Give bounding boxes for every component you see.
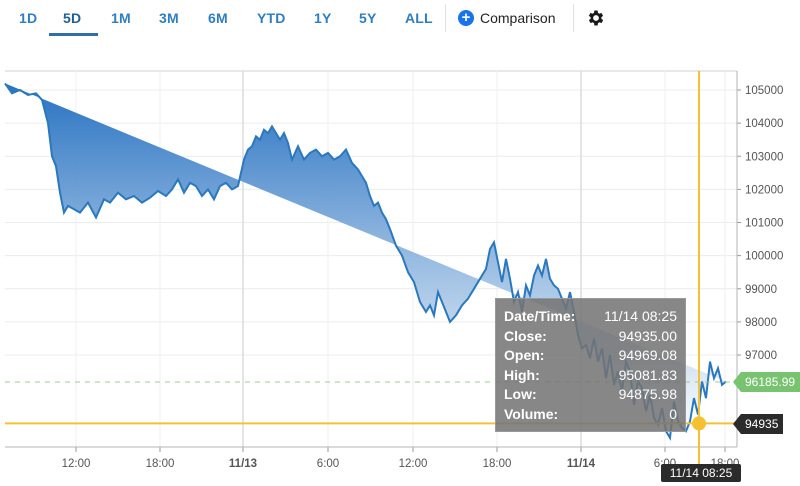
- settings-button[interactable]: [586, 8, 606, 28]
- tooltip-value: 94875.98: [618, 386, 677, 402]
- x-tick-label: 11/14: [567, 458, 596, 470]
- comparison-button[interactable]: + Comparison: [458, 6, 555, 30]
- x-tick-label: 12:00: [399, 458, 428, 470]
- price-area: [5, 83, 726, 438]
- y-tick-label: 102000: [745, 184, 783, 196]
- tooltip-row: High: 95081.83: [504, 366, 677, 386]
- crosshair-time-flag: 11/14 08:25: [661, 464, 741, 482]
- comparison-label: Comparison: [480, 10, 556, 26]
- tooltip-value: 94935.00: [618, 327, 677, 344]
- tooltip-row: Close: 94935.00: [504, 327, 677, 347]
- y-tick-label: 97000: [745, 350, 777, 362]
- toolbar-divider: [573, 4, 574, 32]
- tooltip-label: Open:: [504, 347, 545, 363]
- y-tick-label: 98000: [745, 317, 777, 329]
- range-button-5d[interactable]: 5D: [63, 10, 82, 26]
- range-button-5y[interactable]: 5Y: [359, 10, 377, 26]
- x-tick-label: 12:00: [62, 458, 91, 470]
- x-tick-label: 18:00: [483, 458, 512, 470]
- tooltip-value: 95081.83: [618, 366, 677, 383]
- range-button-all[interactable]: ALL: [405, 10, 433, 26]
- toolbar-divider: [445, 4, 446, 32]
- plus-circle-icon: +: [458, 10, 474, 26]
- active-range-indicator: [49, 33, 98, 36]
- y-tick-label: 100000: [745, 251, 783, 263]
- y-tick-label: 105000: [745, 85, 783, 97]
- last-price-flag: 96185.99: [732, 372, 800, 392]
- range-button-1m[interactable]: 1M: [111, 10, 131, 26]
- tooltip-value: 11/14 08:25: [604, 308, 677, 324]
- y-tick-label: 99000: [745, 284, 777, 296]
- tooltip-label: Close:: [504, 327, 547, 344]
- x-tick-label: 6:00: [317, 458, 339, 470]
- crosshair-marker: [692, 416, 706, 431]
- tooltip-row: Volume: 0: [504, 405, 677, 425]
- range-button-ytd[interactable]: YTD: [257, 10, 286, 26]
- tooltip-label: Volume:: [504, 405, 559, 422]
- y-tick-label: 104000: [745, 118, 783, 130]
- range-toolbar: 1D 5D 1M 3M 6M YTD 1Y 5Y ALL + Comparison: [0, 0, 800, 38]
- range-button-6m[interactable]: 6M: [208, 10, 228, 26]
- tooltip-row: Low: 94875.98: [504, 385, 677, 405]
- gear-icon: [588, 10, 604, 26]
- tooltip-label: Date/Time:: [504, 308, 576, 324]
- y-tick-label: 101000: [745, 218, 783, 230]
- tooltip-label: High:: [504, 366, 540, 383]
- range-button-1y[interactable]: 1Y: [314, 10, 332, 26]
- crosshair-price-flag: 94935: [732, 414, 784, 434]
- range-button-1d[interactable]: 1D: [19, 10, 38, 26]
- range-button-3m[interactable]: 3M: [159, 10, 179, 26]
- tooltip-value: 94969.08: [618, 347, 677, 363]
- tooltip-label: Low:: [504, 386, 537, 402]
- tooltip-value: 0: [669, 405, 677, 422]
- tooltip-row: Date/Time: 11/14 08:25: [504, 307, 677, 327]
- y-tick-label: 103000: [745, 151, 783, 163]
- tooltip-row: Open: 94969.08: [504, 346, 677, 366]
- x-tick-label: 18:00: [146, 458, 175, 470]
- x-tick-label: 11/13: [229, 458, 257, 470]
- ohlc-tooltip: Date/Time: 11/14 08:25 Close: 94935.00 Open:…: [495, 298, 686, 432]
